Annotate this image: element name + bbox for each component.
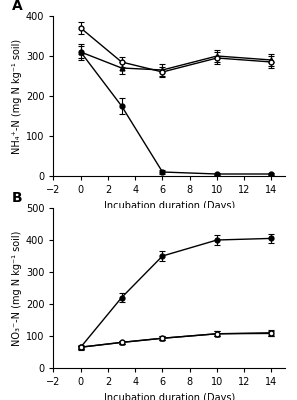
Text: A: A — [12, 0, 23, 13]
X-axis label: Incubation duration (Days): Incubation duration (Days) — [104, 200, 235, 210]
Y-axis label: NO₃⁻-N (mg N kg⁻¹ soil): NO₃⁻-N (mg N kg⁻¹ soil) — [12, 230, 22, 346]
Text: B: B — [12, 191, 22, 205]
X-axis label: Incubation duration (Days): Incubation duration (Days) — [104, 392, 235, 400]
Y-axis label: NH₄⁺-N (mg N kg⁻¹ soil): NH₄⁺-N (mg N kg⁻¹ soil) — [12, 38, 22, 154]
Legend: Control, PHH, DCD: Control, PHH, DCD — [89, 229, 249, 239]
